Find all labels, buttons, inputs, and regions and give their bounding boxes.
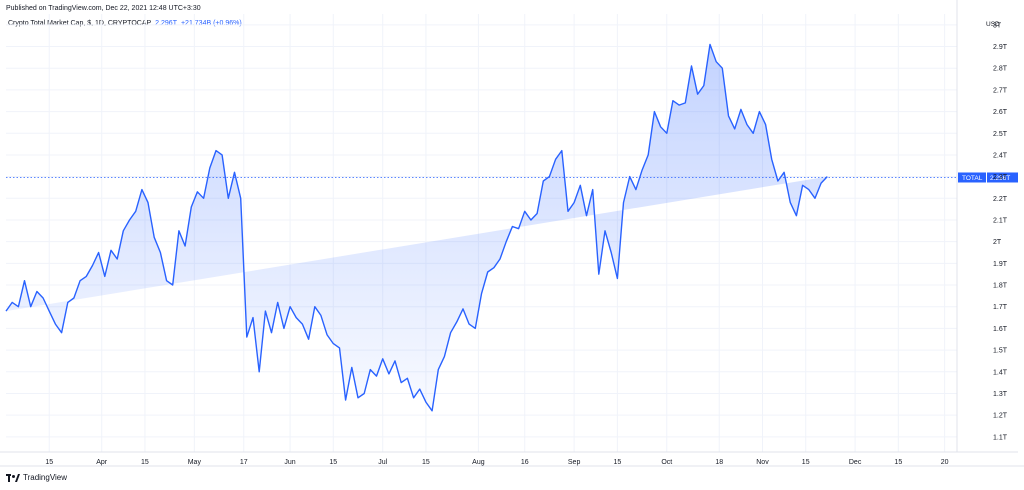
tradingview-brand[interactable]: TradingView (6, 473, 67, 482)
x-tick-label: Jun (284, 459, 295, 466)
y-tick-label: 1.6T (993, 326, 1008, 333)
series-layer (5, 43, 828, 412)
y-unit-label: USD (986, 21, 1000, 28)
y-tick-label: 1.1T (993, 434, 1008, 441)
legend-change: +21.734B (+0.96%) (180, 20, 242, 27)
x-tick-label: 20 (941, 459, 949, 466)
x-tick-label: May (188, 459, 202, 466)
x-axis[interactable]: 15 Apr 15 May 17 Jun 15 Jul 15 Aug 16 Sep 15 Oct 18 Nov… (0, 451, 1024, 467)
y-tick-label: 1.7T (993, 304, 1008, 311)
tradingview-logo-icon (6, 473, 20, 482)
y-tick-label: 2.1T (993, 217, 1008, 224)
last-price-line: TOTAL 2.296T (6, 172, 1018, 183)
x-tick-label: Nov (756, 459, 769, 466)
y-tick-label: 1.2T (993, 413, 1008, 420)
x-tick-label: Oct (661, 459, 672, 466)
price-badge-value: 2.296T (990, 175, 1010, 182)
y-tick-label: 2.2T (993, 196, 1008, 203)
y-tick-label: 1.3T (993, 391, 1008, 398)
x-tick-label: Aug (472, 459, 485, 466)
y-tick-label: 1.5T (993, 348, 1008, 355)
x-tick-label: 15 (329, 459, 337, 466)
x-tick-label: Apr (96, 459, 108, 466)
x-tick-label: 15 (894, 459, 902, 466)
y-tick-label: 2.6T (993, 109, 1008, 116)
x-tick-label: 15 (613, 459, 621, 466)
price-badge-symbol: TOTAL (962, 175, 983, 182)
x-tick-label: 15 (141, 459, 149, 466)
brand-label: TradingView (23, 473, 68, 482)
y-tick-label: 1.8T (993, 283, 1008, 290)
series-area (6, 44, 828, 411)
price-badge-value-bg (987, 172, 1018, 183)
y-axis[interactable]: 3T 2.9T 2.8T 2.7T 2.6T 2.5T 2.4T 2.3T 2.2T 2.1T 2T… (956, 0, 1008, 452)
published-caption: Published on TradingView.com, Dec 22, 20… (6, 5, 201, 12)
x-tick-label: 15 (45, 459, 53, 466)
x-tick-label: 16 (521, 459, 529, 466)
x-tick-label: Dec (849, 459, 862, 466)
y-tick-label: 2T (993, 239, 1002, 246)
x-tick-label: 17 (240, 459, 248, 466)
price-badge: TOTAL 2.296T (958, 172, 1018, 183)
x-tick-label: Jul (378, 459, 387, 466)
y-tick-label: 2.3T (993, 174, 1008, 181)
y-tick-label: 2.4T (993, 152, 1008, 159)
legend-title: Crypto Total Market Cap, $, 1D, CRYPTOCA… (8, 20, 152, 27)
y-tick-label: 2.9T (993, 44, 1008, 51)
x-tick-label: 15 (802, 459, 810, 466)
y-tick-label: 2.8T (993, 66, 1008, 73)
series-line (5, 43, 828, 412)
x-tick-label: Sep (568, 459, 581, 466)
series-legend[interactable]: Crypto Total Market Cap, $, 1D, CRYPTOCA… (8, 20, 242, 27)
y-tick-label: 1.9T (993, 261, 1008, 268)
legend-value: 2.296T (155, 20, 177, 27)
x-tick-label: 18 (715, 459, 723, 466)
y-tick-label: 1.4T (993, 369, 1008, 376)
price-badge-symbol-bg (958, 172, 986, 183)
y-tick-label: 2.7T (993, 87, 1008, 94)
y-tick-label: 2.5T (993, 131, 1008, 138)
x-tick-label: 15 (422, 459, 430, 466)
y-tick-label: 3T (993, 22, 1002, 29)
